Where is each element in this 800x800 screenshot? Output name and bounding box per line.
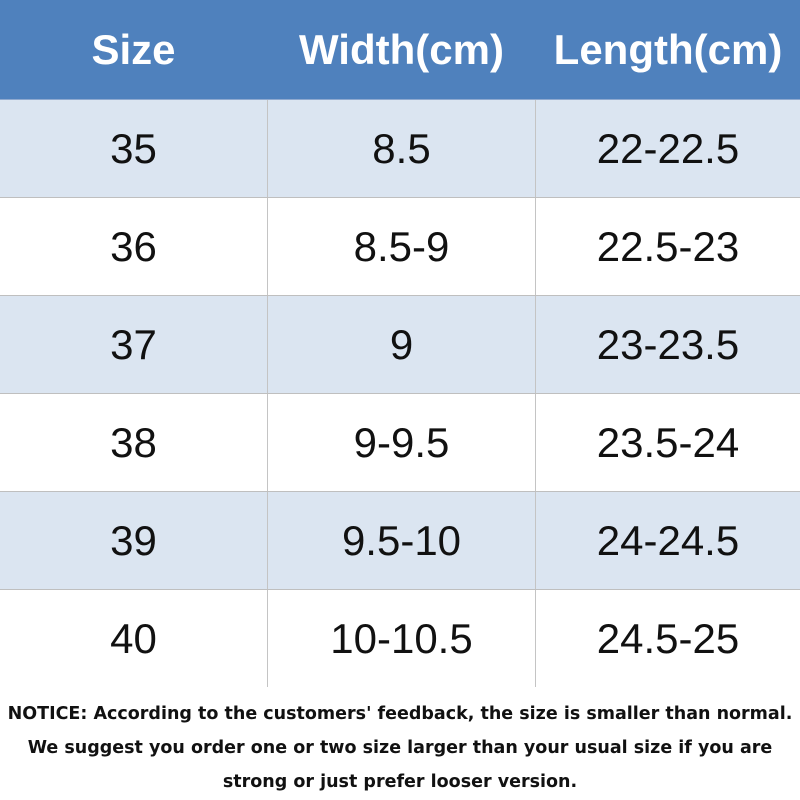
size-value: 40 [110,614,157,662]
header-width-label: Width(cm) [299,25,504,73]
width-cell: 9.5-10 [268,492,536,589]
length-value: 22-22.5 [596,124,740,172]
table-row: 38 9-9.5 23.5-24 [0,394,800,492]
width-value: 8.5 [372,124,431,172]
notice-line-3: strong or just prefer looser version. [222,772,578,792]
length-cell: 23.5-24 [536,394,800,491]
width-cell: 9-9.5 [268,394,536,491]
length-value: 23.5-24 [596,418,740,466]
header-cell-width: Width(cm) [268,0,536,99]
width-cell: 8.5-9 [268,198,536,295]
size-cell: 40 [0,590,268,687]
size-cell: 37 [0,296,268,393]
table-row: 36 8.5-9 22.5-23 [0,198,800,296]
size-cell: 38 [0,394,268,491]
width-value: 8.5-9 [353,222,450,270]
width-cell: 10-10.5 [268,590,536,687]
length-value: 24-24.5 [596,516,740,564]
width-cell: 8.5 [268,100,536,197]
header-size-label: Size [91,25,176,73]
size-cell: 35 [0,100,268,197]
size-notice: NOTICE: According to the customers' feed… [0,687,800,800]
header-cell-length: Length(cm) [536,0,800,99]
size-value: 38 [110,418,157,466]
width-value: 10-10.5 [330,614,473,662]
width-value: 9-9.5 [353,418,450,466]
length-value: 22.5-23 [596,222,740,270]
size-value: 36 [110,222,157,270]
width-value: 9.5-10 [341,516,462,564]
table-header-row: Size Width(cm) Length(cm) [0,0,800,100]
header-cell-size: Size [0,0,268,99]
table-row: 40 10-10.5 24.5-25 [0,590,800,688]
length-value: 23-23.5 [596,320,740,368]
length-value: 24.5-25 [596,614,740,662]
width-cell: 9 [268,296,536,393]
notice-line-2: We suggest you order one or two size lar… [27,738,773,758]
size-value: 35 [110,124,157,172]
length-cell: 22-22.5 [536,100,800,197]
size-value: 37 [110,320,157,368]
notice-line-1: NOTICE: According to the customers' feed… [7,704,793,724]
size-cell: 36 [0,198,268,295]
length-cell: 23-23.5 [536,296,800,393]
length-cell: 24-24.5 [536,492,800,589]
table-row: 35 8.5 22-22.5 [0,100,800,198]
length-cell: 22.5-23 [536,198,800,295]
size-cell: 39 [0,492,268,589]
size-chart-table: Size Width(cm) Length(cm) 35 8.5 22-22.5… [0,0,800,688]
header-length-label: Length(cm) [553,25,783,73]
width-value: 9 [389,320,414,368]
table-row: 39 9.5-10 24-24.5 [0,492,800,590]
length-cell: 24.5-25 [536,590,800,687]
table-row: 37 9 23-23.5 [0,296,800,394]
size-value: 39 [110,516,157,564]
